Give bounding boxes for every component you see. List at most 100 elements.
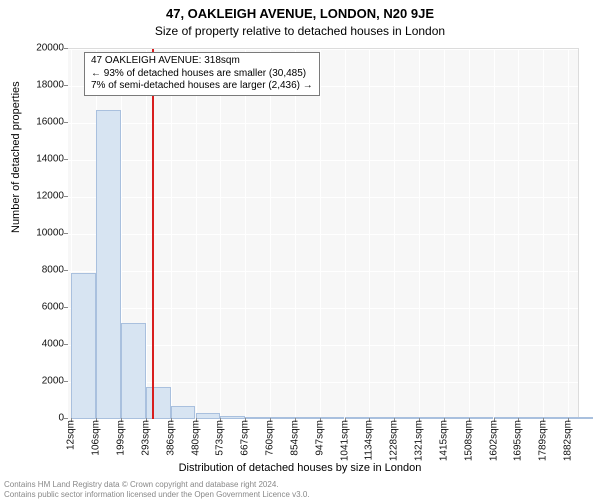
y-tick-label: 20000 [4,43,64,54]
x-tick-label: 760sqm [264,420,275,456]
chart-root: 47, OAKLEIGH AVENUE, LONDON, N20 9JE Siz… [0,0,600,500]
gridline-h [68,271,578,272]
histogram-bar [270,417,295,419]
histogram-bar [96,110,121,419]
gridline-v [220,49,221,419]
histogram-bar [196,413,221,419]
y-tick-mark [64,381,68,382]
histogram-bar [121,323,146,419]
footer-copyright-2: Contains public sector information licen… [4,490,310,499]
annotation-box: 47 OAKLEIGH AVENUE: 318sqm ← 93% of deta… [84,52,320,96]
gridline-v [270,49,271,419]
reference-line [152,49,154,419]
x-tick-label: 480sqm [190,420,201,456]
footer-copyright-1: Contains HM Land Registry data © Crown c… [4,480,279,489]
gridline-v [320,49,321,419]
x-tick-label: 1321sqm [413,420,424,461]
histogram-bar [518,417,543,419]
y-tick-label: 14000 [4,154,64,165]
y-tick-mark [64,85,68,86]
histogram-bar [71,273,96,419]
x-tick-label: 947sqm [314,420,325,456]
x-tick-label: 1695sqm [513,420,524,461]
histogram-bar [320,417,345,419]
y-tick-label: 16000 [4,117,64,128]
plot-area [68,48,579,419]
histogram-bar [345,417,370,419]
x-tick-label: 573sqm [215,420,226,456]
y-tick-mark [64,307,68,308]
y-tick-mark [64,159,68,160]
annotation-line-3: 7% of semi-detached houses are larger (2… [91,80,313,93]
x-tick-label: 1508sqm [463,420,474,461]
x-tick-label: 1041sqm [339,420,350,461]
gridline-v [171,49,172,419]
x-tick-label: 1882sqm [562,420,573,461]
gridline-v [494,49,495,419]
y-tick-mark [64,48,68,49]
histogram-bar [469,417,494,419]
gridline-v [568,49,569,419]
y-tick-label: 2000 [4,376,64,387]
x-tick-label: 293sqm [140,420,151,456]
histogram-bar [444,417,469,419]
gridline-v [543,49,544,419]
gridline-h [68,123,578,124]
histogram-bar [245,417,270,419]
chart-title: 47, OAKLEIGH AVENUE, LONDON, N20 9JE [0,6,600,21]
x-tick-label: 1602sqm [488,420,499,461]
x-tick-label: 386sqm [165,420,176,456]
y-tick-label: 4000 [4,339,64,350]
gridline-v [419,49,420,419]
histogram-bar [568,417,593,419]
y-tick-label: 0 [4,413,64,424]
histogram-bar [146,387,171,419]
gridline-h [68,308,578,309]
gridline-h [68,49,578,50]
gridline-h [68,234,578,235]
x-tick-label: 1228sqm [389,420,400,461]
gridline-v [469,49,470,419]
gridline-v [518,49,519,419]
histogram-bar [419,417,444,419]
gridline-v [444,49,445,419]
histogram-bar [543,417,568,419]
gridline-v [345,49,346,419]
y-tick-label: 12000 [4,191,64,202]
y-tick-label: 8000 [4,265,64,276]
x-tick-label: 12sqm [66,420,77,450]
gridline-h [68,197,578,198]
x-tick-label: 1415sqm [438,420,449,461]
x-tick-label: 667sqm [240,420,251,456]
x-tick-label: 854sqm [289,420,300,456]
annotation-line-2: ← 93% of detached houses are smaller (30… [91,68,313,81]
x-tick-label: 1134sqm [364,420,375,460]
y-tick-label: 6000 [4,302,64,313]
gridline-v [245,49,246,419]
y-tick-mark [64,418,68,419]
histogram-bar [295,417,320,419]
y-tick-mark [64,196,68,197]
gridline-v [146,49,147,419]
histogram-bar [394,417,419,419]
annotation-line-1: 47 OAKLEIGH AVENUE: 318sqm [91,55,313,68]
gridline-v [369,49,370,419]
histogram-bar [220,416,245,419]
y-tick-label: 18000 [4,80,64,91]
gridline-v [394,49,395,419]
y-tick-label: 10000 [4,228,64,239]
histogram-bar [494,417,519,419]
x-axis-label: Distribution of detached houses by size … [0,462,600,474]
x-tick-label: 199sqm [115,420,126,456]
y-tick-mark [64,122,68,123]
gridline-h [68,160,578,161]
gridline-v [295,49,296,419]
y-tick-mark [64,233,68,234]
x-tick-label: 106sqm [91,420,102,456]
histogram-bar [369,417,394,419]
y-tick-mark [64,270,68,271]
x-tick-label: 1789sqm [538,420,549,461]
gridline-v [196,49,197,419]
chart-subtitle: Size of property relative to detached ho… [0,24,600,38]
histogram-bar [171,406,196,419]
